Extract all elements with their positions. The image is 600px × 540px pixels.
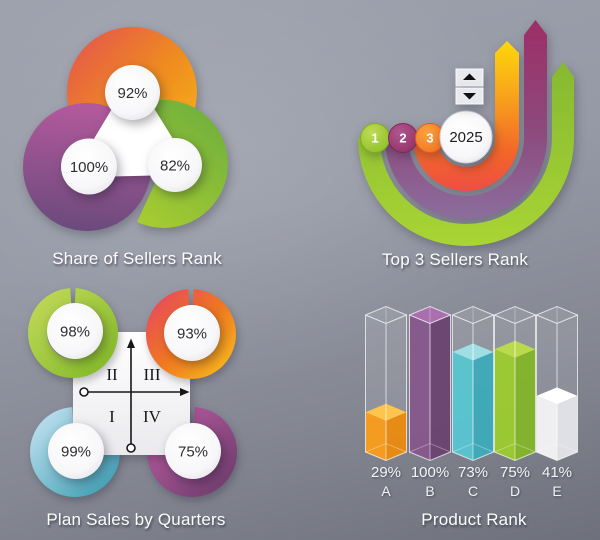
share-of-sellers-chart: 92% 100% 82% — [23, 27, 228, 231]
quarter-ring-II — [28, 288, 119, 379]
bar-value-label: 100% — [411, 464, 449, 481]
glass-column-outline — [452, 305, 494, 462]
quadrant-label-II: II — [106, 365, 118, 384]
quadrant-label-I: I — [109, 407, 115, 426]
glass-bar-E — [536, 305, 578, 462]
glass-bottom-back-edge — [536, 442, 578, 453]
share-value-right: 82% — [160, 158, 190, 175]
glass-bottom-back-edge — [452, 442, 494, 453]
product-panel-title: Product Rank — [421, 510, 527, 529]
bar-fill-right-face — [557, 395, 578, 461]
bar-value-label: 29% — [371, 464, 401, 481]
bar-value-label: 41% — [542, 464, 572, 481]
ribbon-arrow-rank1 — [358, 62, 574, 246]
bar-value-label: 75% — [500, 464, 530, 481]
quarter-ring-III — [146, 289, 237, 380]
quarter-value-tl: 98% — [60, 324, 90, 341]
year-spinner — [455, 68, 484, 105]
center-triangle — [81, 86, 185, 177]
bar-fill-left-face — [494, 349, 515, 461]
share-value-top: 92% — [117, 85, 147, 102]
top3-panel-title: Top 3 Sellers Rank — [381, 250, 529, 269]
share-value-left: 100% — [70, 159, 108, 176]
quarter-value-br: 75% — [178, 444, 208, 461]
year-label: 2025 — [449, 129, 482, 146]
bar-category-label: C — [468, 483, 478, 499]
product-rank-chart: 29% A 100% B 73% C 75% D 41% E — [365, 305, 578, 499]
plan-quarters-chart: II III I IV 98% 93% 99% 75% — [28, 288, 238, 498]
bar-fill-right-face — [515, 349, 536, 461]
y-axis-arrow-icon — [127, 338, 135, 348]
triangle-down-icon[interactable] — [463, 93, 476, 100]
quarter-value-bubble — [165, 423, 221, 479]
rank-badge-1-label: 1 — [371, 131, 378, 146]
quarter-value-bl: 99% — [61, 444, 91, 461]
triangle-up-icon[interactable] — [463, 73, 476, 81]
year-bubble — [439, 110, 493, 164]
bar-category-label: A — [381, 483, 391, 499]
x-axis-arrow-icon — [180, 388, 190, 396]
glass-bottom-back-edge — [365, 442, 407, 453]
rank-badge-2-label: 2 — [399, 131, 406, 146]
ribbon-arrow-rank2 — [385, 20, 547, 219]
x-axis-origin-dot — [79, 387, 89, 397]
glass-bar-B — [409, 305, 451, 462]
bar-value-label: 73% — [458, 464, 488, 481]
bar-fill-right-face — [430, 315, 451, 461]
bar-fill-left-face — [409, 315, 430, 461]
bar-category-label: D — [510, 483, 520, 499]
glass-column-outline — [365, 305, 407, 462]
share-panel-title: Share of Sellers Rank — [52, 249, 222, 268]
y-axis-origin-dot — [126, 443, 136, 453]
rank-badge-3-label: 3 — [426, 131, 433, 146]
quarter-value-bubble — [164, 305, 220, 361]
glass-bar-C — [452, 305, 494, 462]
share-value-bubble — [61, 138, 117, 195]
glass-bottom-back-edge — [494, 442, 536, 453]
quarter-value-tr: 93% — [177, 326, 207, 343]
share-value-bubble — [148, 138, 202, 192]
glass-bar-A — [365, 305, 407, 462]
bar-category-label: B — [425, 483, 434, 499]
glass-column-outline — [494, 305, 536, 462]
bar-fill-left-face — [452, 351, 473, 461]
share-value-bubble — [105, 65, 160, 120]
quarters-panel-title: Plan Sales by Quarters — [46, 510, 226, 529]
bar-fill-left-face — [365, 412, 386, 461]
glass-column-outline — [409, 305, 451, 462]
glass-column-outline — [536, 305, 578, 462]
glass-bar-D — [494, 305, 536, 462]
quadrant-label-III: III — [144, 365, 161, 384]
quarter-value-bubble — [47, 303, 103, 359]
bar-fill-left-face — [536, 395, 557, 461]
quarter-value-bubble — [48, 423, 104, 479]
quadrant-label-IV: IV — [143, 407, 162, 426]
bar-category-label: E — [552, 483, 561, 499]
glass-bottom-back-edge — [409, 442, 451, 453]
bar-fill-right-face — [473, 351, 494, 461]
top3-sellers-chart: 1 2 3 2025 — [358, 20, 574, 246]
ribbon-arrow-rank3 — [413, 41, 519, 191]
bar-fill-right-face — [386, 412, 407, 461]
